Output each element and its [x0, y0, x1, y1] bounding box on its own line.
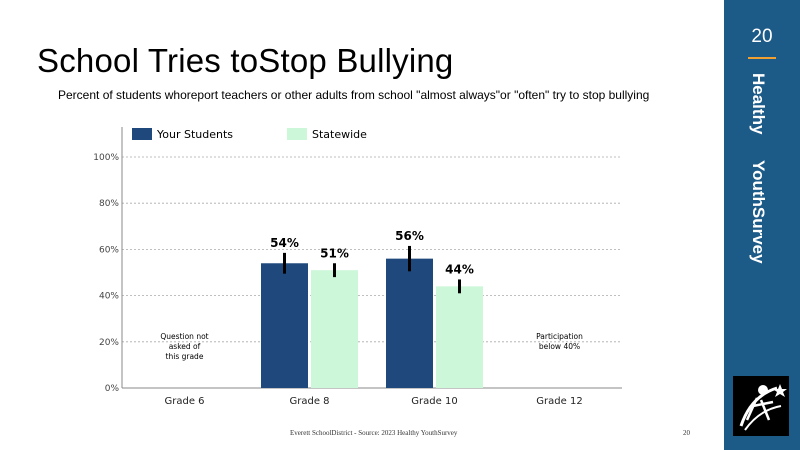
bar-chart: 0% 20% 40% 60% 80% 100% Grade 6 54% 51% Grade 8 56…	[93, 127, 622, 407]
footer-page-number: 20	[683, 429, 690, 437]
slide-number: 20	[751, 26, 773, 47]
y-tick-label: 20%	[99, 338, 119, 348]
legend-label: Your Students	[156, 128, 233, 141]
legend-label: Statewide	[312, 128, 367, 141]
footer-source: Everett SchoolDistrict - Source: 2023 He…	[290, 429, 458, 437]
annotation-text: Participation	[536, 332, 583, 341]
x-tick-label: Grade 6	[164, 396, 204, 407]
sidebar: 20	[724, 0, 800, 450]
logo-icon	[733, 376, 789, 436]
bar	[386, 258, 433, 388]
annotation-text: Question not	[160, 332, 208, 341]
slide-title: School Tries toStop Bullying	[37, 42, 454, 79]
data-label: 44%	[445, 262, 474, 276]
y-tick-label: 40%	[99, 292, 119, 302]
slide-subtitle: Percent of students whoreport teachers o…	[58, 88, 650, 102]
legend-swatch	[287, 128, 307, 140]
bar	[436, 286, 483, 388]
data-label: 51%	[320, 246, 349, 260]
y-tick-label: 80%	[99, 199, 119, 209]
x-tick-label: Grade 12	[536, 396, 582, 407]
data-label: 56%	[395, 229, 424, 243]
annotation-text: asked of	[169, 342, 201, 351]
y-tick-label: 100%	[93, 153, 119, 163]
data-label: 54%	[270, 236, 299, 250]
x-tick-label: Grade 8	[289, 396, 329, 407]
y-tick-label: 0%	[105, 384, 120, 394]
y-tick-label: 60%	[99, 245, 119, 255]
sidebar-label-youth-survey: YouthSurvey	[749, 160, 768, 264]
x-tick-label: Grade 10	[411, 396, 457, 407]
annotation-text: below 40%	[539, 342, 580, 351]
accent-line	[748, 57, 776, 59]
sidebar-label-healthy: Healthy	[749, 73, 768, 135]
legend-swatch	[132, 128, 152, 140]
bar	[261, 263, 308, 388]
bar	[311, 270, 358, 388]
annotation-text: this grade	[166, 352, 204, 361]
